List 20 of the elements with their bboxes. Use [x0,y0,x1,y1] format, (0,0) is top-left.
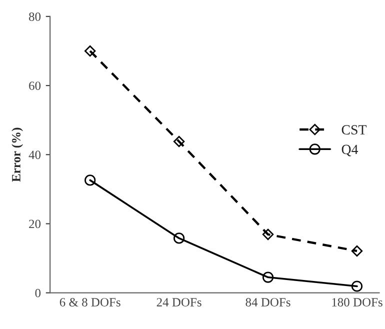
y-axis-title: Error (%) [12,128,23,182]
x-tick-label: 180 DOFs [332,298,382,306]
y-tick-label: 60 [29,82,41,90]
y-tick-label: 80 [29,12,41,21]
legend-label: CST [342,125,366,135]
point [84,45,96,57]
y-tick-label: 0 [35,288,41,298]
point [262,272,274,283]
point [351,245,363,257]
point [173,136,185,148]
point [173,232,185,244]
point [262,228,274,240]
y-tick-label: 40 [28,150,41,160]
point [351,280,363,292]
x-tick-label: 84 DOFs [246,298,290,306]
x-tick-label: 6 & 8 DOFs [60,298,120,306]
legend-label: Q4 [342,144,358,156]
point [84,174,96,186]
y-tick-label: 20 [29,220,41,228]
x-tick-label: 24 DOFs [156,298,202,306]
